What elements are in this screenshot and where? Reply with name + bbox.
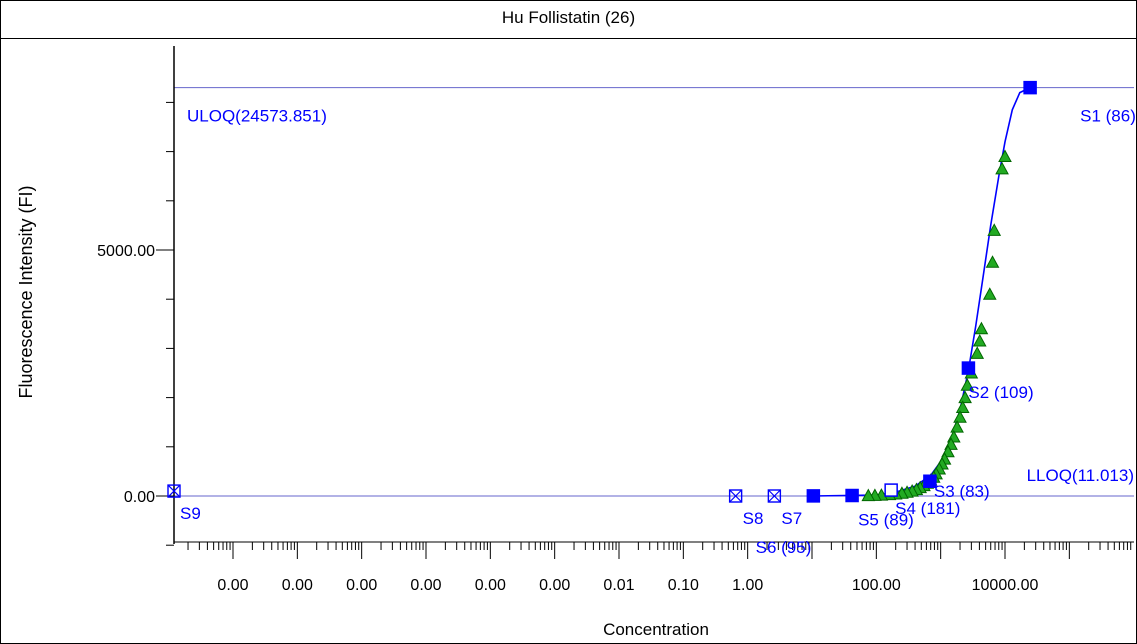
chart-title: Hu Follistatin (26) xyxy=(1,1,1136,39)
excluded-standard-label: S9 xyxy=(180,504,201,523)
uloq-label: ULOQ(24573.851) xyxy=(187,107,327,126)
axes: 0.00 5000.00 0.00 0.00 0.00 0.00 0.00 0.00 0.01 0… xyxy=(97,46,1134,594)
x-axis-title: Concentration xyxy=(603,620,709,639)
excluded-cross xyxy=(767,489,781,503)
x-tick-label: 0.00 xyxy=(346,577,377,594)
sample-point xyxy=(995,161,1009,175)
fit-curve xyxy=(811,86,1031,497)
y-tick-label: 0.00 xyxy=(124,489,155,506)
x-tick-label: 0.00 xyxy=(217,577,248,594)
standard-label: S1 (86) xyxy=(1080,107,1136,126)
sample-point xyxy=(958,390,972,404)
sample-point xyxy=(950,420,964,433)
x-tick-label: 0.00 xyxy=(410,577,441,594)
standard-label: S6 (95) xyxy=(756,538,812,557)
sample-point xyxy=(987,223,1002,236)
sample-point xyxy=(861,488,876,502)
standard-point xyxy=(884,483,898,497)
x-tick-label: 10000.00 xyxy=(972,577,1039,594)
standard-label: S3 (83) xyxy=(934,482,990,501)
sample-point xyxy=(998,149,1012,163)
excluded-standard-point xyxy=(767,489,782,503)
sample-point xyxy=(974,321,989,335)
standard-label: S2 (109) xyxy=(968,383,1033,402)
excluded-standard-label: S7 xyxy=(781,509,802,528)
x-tick-label: 0.10 xyxy=(668,577,699,594)
excluded-standard-point xyxy=(167,484,181,498)
y-tick-label: 5000.00 xyxy=(97,243,155,260)
standard-points: S1 (86) S2 (109) S3 (83)S4 (181)S5 (89) S6 … xyxy=(167,80,1136,557)
x-tick-label: 0.00 xyxy=(282,577,313,594)
sample-point xyxy=(982,287,997,300)
sample-point xyxy=(960,378,975,391)
lloq-label: LLOQ(11.013) xyxy=(1027,466,1134,485)
standard-point xyxy=(1023,80,1037,95)
x-tick-label: 0.01 xyxy=(603,577,634,594)
standard-point xyxy=(806,489,821,503)
excluded-cross xyxy=(729,489,743,503)
standard-label: S4 (181) xyxy=(895,499,960,518)
sample-point xyxy=(972,333,987,347)
standard-point xyxy=(923,474,937,488)
excluded-cross xyxy=(167,484,181,498)
sample-point xyxy=(970,346,985,359)
excluded-standard-label: S8 xyxy=(743,509,764,528)
standard-point xyxy=(961,361,976,375)
x-tick-label: 1.00 xyxy=(732,577,763,594)
reference-lines: ULOQ(24573.851) LLOQ(11.013) xyxy=(174,87,1134,497)
sample-point xyxy=(953,410,967,423)
x-tick-label: 100.00 xyxy=(852,577,901,594)
sample-point xyxy=(955,400,970,413)
fit-curve-layer xyxy=(811,86,1031,497)
y-axis-title: Fluorescence Intensity (FI) xyxy=(16,185,36,398)
x-tick-label: 0.00 xyxy=(539,577,570,594)
excluded-standard-point xyxy=(728,489,743,503)
standard-point xyxy=(845,488,859,503)
sample-points xyxy=(861,149,1012,502)
standard-label: S5 (89) xyxy=(858,511,914,530)
x-tick-label: 0.00 xyxy=(475,577,506,594)
sample-point xyxy=(985,255,1000,268)
